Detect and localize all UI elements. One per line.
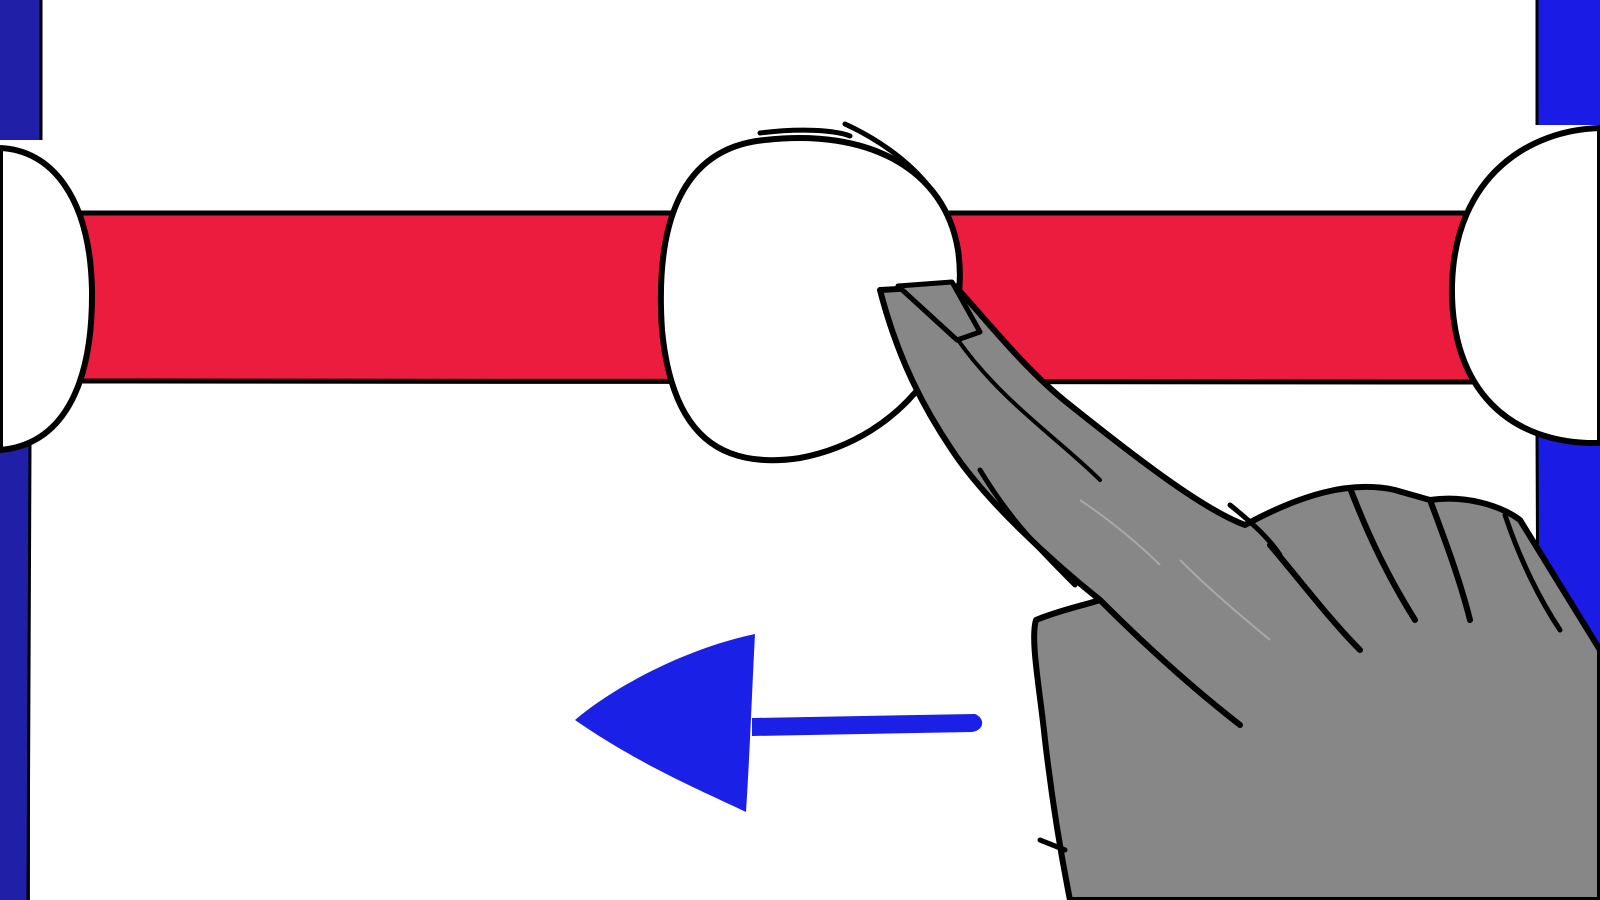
- slider-right-end-knob: [1448, 125, 1600, 447]
- slider-left-end-knob: [0, 145, 96, 453]
- slider-thumb[interactable]: [657, 121, 963, 464]
- arrow-left-icon: [575, 634, 983, 812]
- left-side-bar: [0, 0, 43, 900]
- pointing-hand-icon: [877, 279, 1600, 900]
